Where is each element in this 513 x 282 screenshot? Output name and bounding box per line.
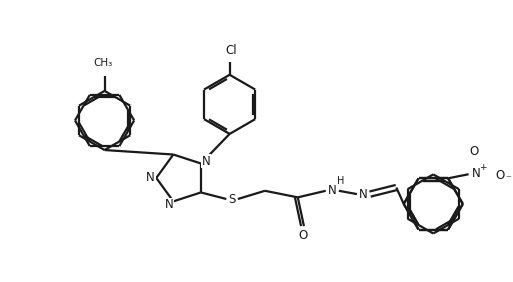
Text: CH₃: CH₃ <box>93 58 112 68</box>
Text: N: N <box>165 198 173 211</box>
Text: +: + <box>479 163 486 172</box>
Text: N: N <box>471 167 480 180</box>
Text: O: O <box>495 169 504 182</box>
Text: N: N <box>328 184 337 197</box>
Text: H: H <box>337 176 344 186</box>
Text: Cl: Cl <box>225 44 237 57</box>
Text: N: N <box>202 155 210 168</box>
Text: ⁻: ⁻ <box>505 174 511 184</box>
Text: O: O <box>470 145 479 158</box>
Text: O: O <box>298 230 307 243</box>
Text: S: S <box>228 193 236 206</box>
Text: N: N <box>146 171 155 184</box>
Text: N: N <box>359 188 368 201</box>
